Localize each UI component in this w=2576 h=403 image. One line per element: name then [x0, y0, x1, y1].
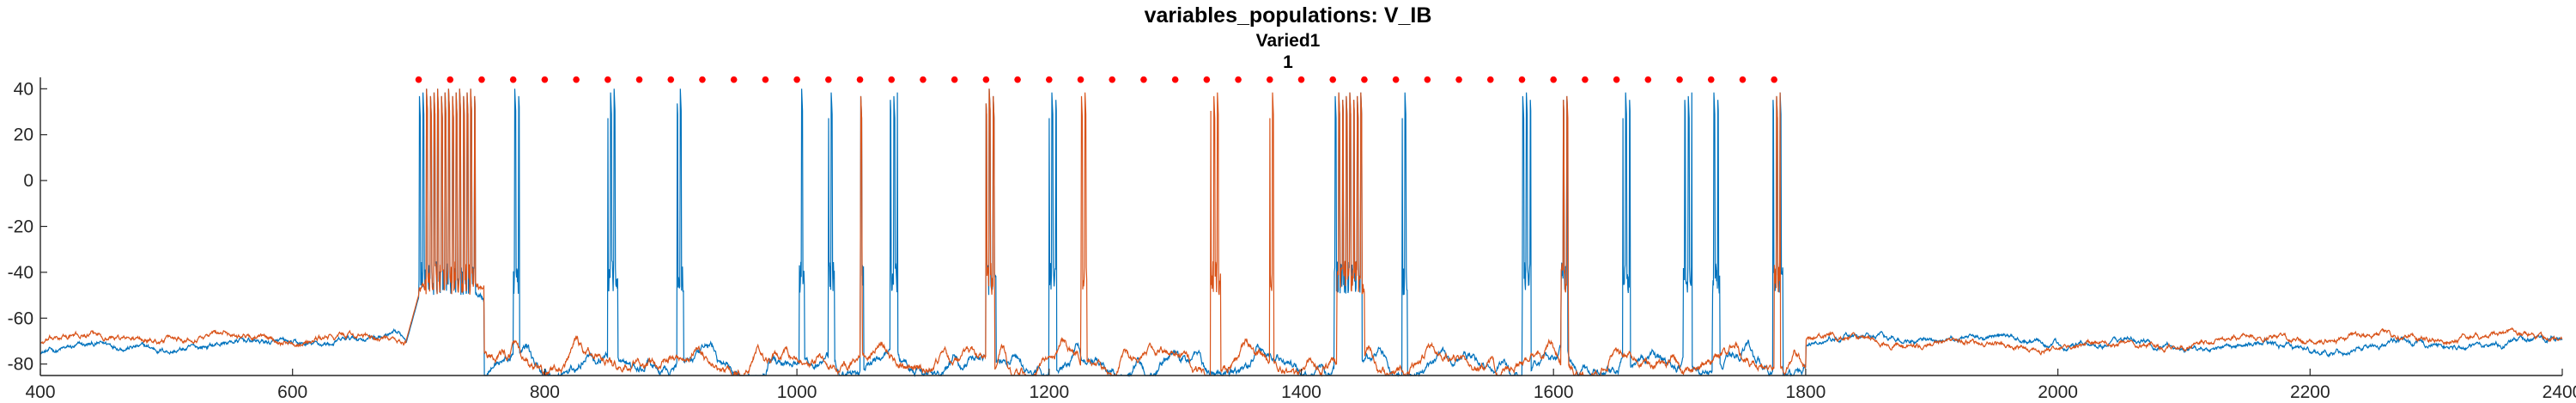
- spike-marker: [635, 76, 643, 83]
- spike-marker: [1486, 76, 1494, 83]
- spike-marker: [762, 76, 769, 83]
- spike-marker: [1361, 76, 1368, 83]
- x-tick-label: 1400: [1281, 382, 1321, 402]
- x-tick-label: 2200: [2290, 382, 2330, 402]
- spike-marker: [509, 76, 517, 83]
- chart-title: variables_populations: V_IB: [1145, 3, 1432, 27]
- spike-marker: [1739, 76, 1747, 83]
- spike-marker: [1140, 76, 1147, 83]
- y-tick-label: 20: [14, 125, 33, 145]
- spike-marker: [1077, 76, 1084, 83]
- series-line-1: [39, 89, 2563, 378]
- spike-marker: [1266, 76, 1273, 83]
- x-tick-label: 2400: [2543, 382, 2576, 402]
- spike-marker: [793, 76, 800, 83]
- spike-marker: [1014, 76, 1021, 83]
- spike-marker: [1329, 76, 1337, 83]
- x-tick-label: 2000: [2038, 382, 2078, 402]
- y-tick-label: 0: [23, 171, 33, 191]
- x-tick-label: 600: [277, 382, 307, 402]
- spike-marker: [1771, 76, 1777, 83]
- spike-marker: [1455, 76, 1462, 83]
- spike-marker: [825, 76, 832, 83]
- x-tick-label: 1600: [1534, 382, 1574, 402]
- spike-marker: [730, 76, 738, 83]
- spike-marker: [605, 76, 611, 83]
- y-tick-label: -60: [8, 308, 33, 328]
- series-group: [39, 89, 2563, 378]
- spike-marker: [1518, 76, 1526, 83]
- spike-marker: [1109, 76, 1116, 83]
- spike-marker: [415, 76, 422, 83]
- y-tick-label: -20: [8, 217, 33, 237]
- spike-marker: [1644, 76, 1652, 83]
- x-tick-label: 1800: [1786, 382, 1826, 402]
- spike-marker: [1392, 76, 1400, 83]
- spike-marker: [1203, 76, 1211, 83]
- spike-marker: [699, 76, 706, 83]
- spike-marker: [1582, 76, 1589, 83]
- x-tick-label: 800: [530, 382, 560, 402]
- x-tick-label: 400: [25, 382, 55, 402]
- spike-marker: [1235, 76, 1242, 83]
- x-tick-label: 1000: [777, 382, 817, 402]
- spike-marker: [1046, 76, 1053, 83]
- spike-marker: [447, 76, 454, 83]
- spike-marker: [573, 76, 580, 83]
- spike-marker: [1550, 76, 1557, 83]
- spike-marker: [541, 76, 549, 83]
- spike-marker: [667, 76, 675, 83]
- spike-marker: [888, 76, 896, 83]
- spike-marker: [1171, 76, 1179, 83]
- spike-marker: [1613, 76, 1620, 83]
- x-tick-label: 1200: [1029, 382, 1069, 402]
- spike-marker: [478, 76, 485, 83]
- spike-marker: [951, 76, 958, 83]
- y-tick-label: 40: [14, 79, 33, 99]
- spike-markers: [415, 76, 1777, 83]
- spike-marker: [1676, 76, 1683, 83]
- spike-marker: [982, 76, 990, 83]
- spike-marker: [1297, 76, 1305, 83]
- chart-subtitle-varied: Varied1: [1256, 31, 1321, 51]
- y-tick-label: -40: [8, 263, 33, 283]
- spike-marker: [920, 76, 927, 83]
- y-tick-label: -80: [8, 355, 33, 375]
- axes: 400 600 800 1000 1200 1400 1600 1800 2000 2200 240…: [8, 77, 2576, 402]
- spike-marker: [856, 76, 864, 83]
- chart-subtitle-index: 1: [1283, 52, 1293, 72]
- spike-marker: [1424, 76, 1431, 83]
- spike-marker: [1707, 76, 1715, 83]
